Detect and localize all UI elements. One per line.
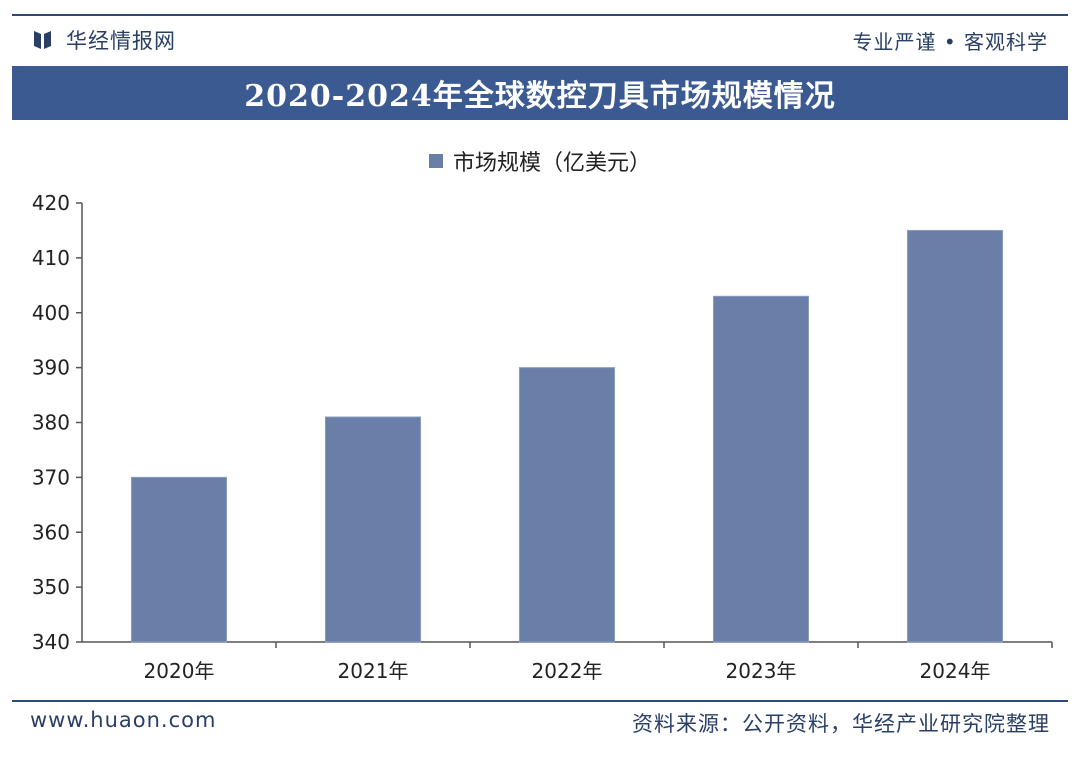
legend-swatch [428, 154, 443, 168]
x-tick-label: 2021年 [338, 659, 409, 683]
y-tick-label: 400 [32, 301, 70, 325]
legend-label: 市场规模（亿美元） [452, 151, 651, 176]
y-tick-label: 420 [32, 191, 70, 215]
footer-divider [12, 700, 1068, 702]
brand-name: 华经情报网 [66, 29, 176, 53]
bar [518, 367, 616, 643]
website-link[interactable]: www.huaon.com [30, 708, 217, 732]
y-tick-label: 380 [32, 411, 70, 435]
x-tick-label: 2020年 [144, 659, 215, 683]
x-tick-label: 2023年 [726, 659, 797, 683]
y-tick-label: 370 [32, 465, 70, 489]
bar-chart: 340 350 360 370 380 390 400 410 420 2020年 2021年 202… [32, 191, 1053, 683]
chart-legend: 市场规模（亿美元） [0, 145, 1080, 177]
y-tick-label: 350 [32, 575, 70, 599]
bar [712, 295, 810, 643]
y-tick-label: 390 [32, 356, 70, 380]
y-tick-label: 360 [32, 520, 70, 544]
data-source: 资料来源：公开资料，华经产业研究院整理 [632, 712, 1050, 736]
bar [324, 416, 422, 643]
bar [906, 229, 1004, 643]
y-tick-label: 410 [32, 246, 70, 270]
chart-title: 2020-2024年全球数控刀具市场规模情况 [12, 66, 1068, 120]
top-divider [12, 14, 1068, 16]
slogan: 专业严谨 • 客观科学 [852, 29, 1048, 54]
bar [130, 476, 228, 643]
y-tick-label: 340 [32, 630, 70, 654]
brand: 华经情报网 [32, 24, 176, 56]
x-tick-label: 2024年 [920, 659, 991, 683]
x-tick-label: 2022年 [532, 659, 603, 683]
brand-logo-icon [34, 31, 51, 49]
